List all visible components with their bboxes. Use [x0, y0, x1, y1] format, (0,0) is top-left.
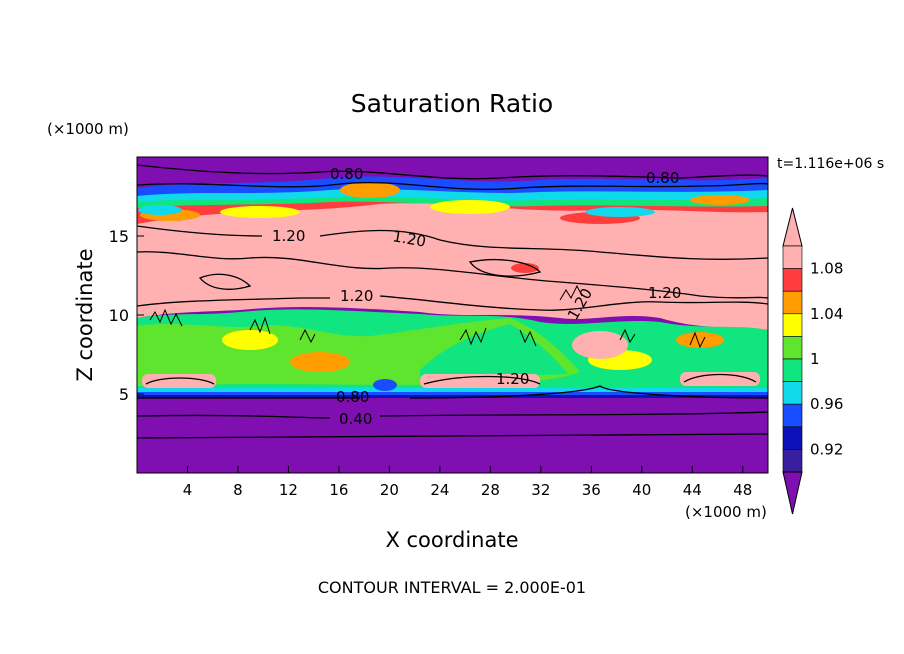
- contour-lines: [137, 164, 768, 439]
- colorbar-over-arrow: [782, 207, 803, 247]
- x-unit-label: (×1000 m): [685, 503, 767, 521]
- colorbar-bin: [782, 403, 803, 428]
- x-tick-label: 12: [279, 481, 298, 499]
- red-patch-1: [511, 263, 539, 273]
- colorbar-bin: [782, 268, 803, 292]
- cyan-patch-1: [138, 205, 182, 215]
- contour-label-5: 1.20: [340, 287, 373, 305]
- contour-label-9: 0.80: [336, 388, 369, 406]
- colorbar-bin: [782, 358, 803, 382]
- contour-label-3: 1.20: [272, 227, 305, 245]
- colorbar-bin: [782, 381, 803, 405]
- x-tick-label: 20: [380, 481, 399, 499]
- contour-0.80-upper: [137, 164, 768, 180]
- highlight-3: [340, 182, 400, 198]
- contour-1.20-d: [198, 273, 252, 290]
- x-tick-label: 8: [233, 481, 243, 499]
- colorbar-label: 0.92: [810, 440, 843, 458]
- highlight-6: [690, 195, 750, 205]
- colorbar-label: 1.04: [810, 305, 843, 323]
- y-tick-label: 10: [109, 306, 129, 325]
- colorbar-bin: [782, 336, 803, 360]
- mixed-yellow-1: [222, 330, 278, 350]
- contour-0.80-upper-b: [137, 181, 768, 191]
- base-band-cyan: [137, 388, 768, 392]
- contour-0.80-base: [137, 385, 768, 399]
- base-band-navy: [137, 395, 768, 398]
- cyan-patch-2: [585, 207, 655, 217]
- contour-label-7: 1.20: [648, 284, 681, 302]
- colorbar-label: 1.08: [810, 260, 843, 278]
- cloud-base-pool-1: [142, 374, 216, 388]
- contour-1.20-e: [468, 259, 542, 277]
- x-tick-label: 24: [430, 481, 449, 499]
- contour-0.20: [137, 433, 768, 439]
- contour-1.20-lower: [145, 373, 757, 385]
- colorbar-bin: [782, 313, 803, 337]
- contour-label-group: 0.80 0.80 1.20 1.20 1.20 1.20 1.20 1.20 …: [272, 165, 681, 428]
- contour-1.20-c: [137, 295, 768, 311]
- contour-label-1: 0.80: [330, 165, 363, 183]
- colorbar-bin: [782, 449, 803, 473]
- colorbar-under-arrow: [782, 471, 803, 515]
- x-axis-label: X coordinate: [385, 528, 518, 552]
- highlight-2: [220, 206, 300, 218]
- x-tick-label: 16: [329, 481, 348, 499]
- x-tick-label: 48: [733, 481, 752, 499]
- mixed-layer-green-core: [420, 324, 568, 380]
- x-tick-label: 28: [481, 481, 500, 499]
- contour-1.20-b: [137, 251, 768, 299]
- x-tick-label: 40: [632, 481, 651, 499]
- contour-label-4: 1.20: [391, 227, 427, 251]
- colorbar-bin: [782, 290, 803, 315]
- base-band-blue: [137, 392, 768, 395]
- contour-label-10: 0.40: [339, 410, 372, 428]
- y-unit-label: (×1000 m): [47, 120, 129, 138]
- mixed-orange-1: [290, 352, 350, 372]
- contour-wiggles: [149, 284, 706, 349]
- colorbar-bin: [782, 245, 803, 269]
- cloud-base-pool-3: [680, 372, 760, 386]
- contour-label-8: 1.20: [496, 370, 529, 388]
- base-blue-blob: [373, 379, 397, 391]
- x-tick-label: 4: [183, 481, 193, 499]
- y-tick-label: 5: [119, 385, 129, 404]
- colorbar-bin: [782, 426, 803, 450]
- plot-area: 0.80 0.80 1.20 1.20 1.20 1.20 1.20 1.20 …: [137, 157, 768, 473]
- y-axis-label: Z coordinate: [73, 248, 97, 381]
- contour-interval-footer: CONTOUR INTERVAL = 2.000E-01: [318, 578, 586, 597]
- chart-title: Saturation Ratio: [351, 89, 553, 118]
- contour-1.20-a: [137, 225, 768, 260]
- x-tick-label: 32: [531, 481, 550, 499]
- highlight-4: [430, 200, 510, 214]
- time-label: t=1.116e+06 s: [777, 156, 884, 172]
- x-tick-label: 36: [582, 481, 601, 499]
- x-tick-label: 44: [683, 481, 702, 499]
- y-tick-label: 15: [109, 227, 129, 246]
- colorbar: 0.92 0.96 1 1.04 1.08: [782, 207, 843, 515]
- colorbar-label: 1: [810, 350, 820, 368]
- contour-0.40: [137, 411, 768, 419]
- mixed-pink-1: [572, 331, 628, 359]
- mixed-orange-2: [676, 332, 724, 348]
- contour-label-2: 0.80: [646, 169, 679, 187]
- colorbar-label: 0.96: [810, 395, 843, 413]
